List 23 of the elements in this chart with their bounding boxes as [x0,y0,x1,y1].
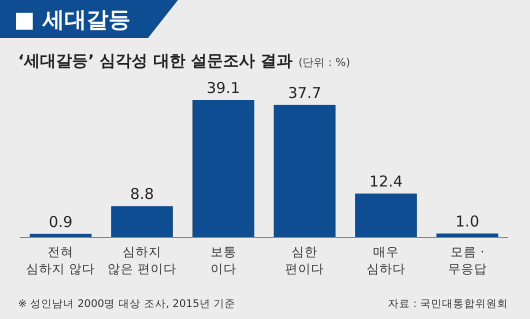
x-tick-label: 모름 · 무응답 [448,244,487,276]
bar [355,194,417,237]
x-tick-label: 전혀 심하지 않다 [26,244,96,276]
text: ※ 성인남녀 2000명 대상 조사, 2015년 기준 [18,298,236,310]
text: 자료 : 국민대통합위원회 [388,298,508,310]
chart-subtitle: ‘세대갈등’ 심각성 대한 설문조사 결과 [18,51,292,70]
x-tick-label: 심한 편이다 [285,244,324,276]
data-label: 8.8 [130,185,154,204]
data-label: 12.4 [369,172,403,191]
text: (단위 : %) [298,56,350,69]
data-label: 39.1 [206,79,240,97]
bar [436,233,498,237]
x-tick-label: 매우 심하다 [366,244,406,276]
bar [30,234,92,237]
data-label: 37.7 [288,84,322,102]
x-tick-label: 심하지 않은 편이다 [108,244,176,276]
chart-title: ■ 세대갈등 [14,8,130,33]
bar [111,206,173,237]
x-tick-label: 보통 이다 [210,244,236,276]
bar [274,104,336,237]
data-label: 0.9 [48,212,73,231]
data-label: 1.0 [455,212,480,230]
bar [192,100,254,237]
